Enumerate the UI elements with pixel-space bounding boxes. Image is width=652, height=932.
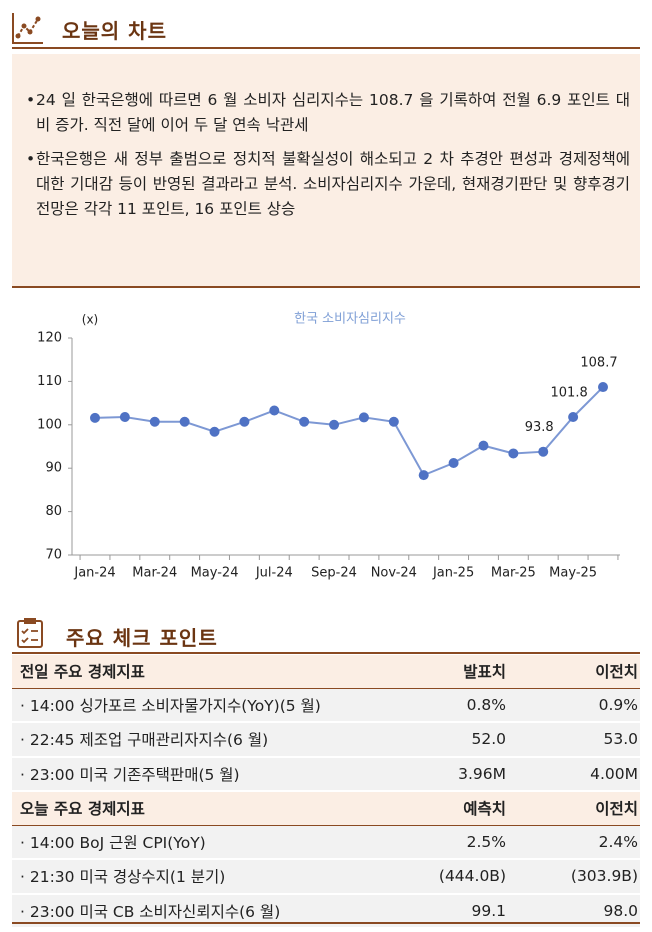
- check-icon: [17, 618, 43, 648]
- data-label: 108.7: [580, 356, 617, 371]
- y-tick-label: 70: [45, 548, 62, 563]
- table-cell: · 22:45 제조업 구매관리자지수(6 월): [12, 722, 388, 758]
- data-point: [209, 426, 220, 437]
- data-point: [269, 405, 280, 416]
- data-point: [358, 412, 369, 423]
- table-header: 오늘 주요 경제지표 예측치 이전치: [12, 790, 640, 826]
- bullet: 한국은행은 새 정부 출범으로 정치적 불확실성이 해소되고 2 차 추경안 편…: [26, 147, 630, 222]
- table-cell: 4.00M: [510, 756, 640, 792]
- table-cell: 오늘 주요 경제지표: [12, 790, 388, 826]
- data-point: [598, 382, 608, 393]
- y-tick-label: 120: [37, 331, 62, 346]
- table-cell: (444.0B): [388, 859, 510, 895]
- data-point: [119, 411, 130, 422]
- table-cell: 0.8%: [388, 688, 510, 723]
- table-header: 전일 주요 경제지표 발표치 이전치: [12, 655, 640, 689]
- table-cell: 2.5%: [388, 825, 510, 860]
- chart-title: 한국 소비자심리지수: [294, 312, 406, 327]
- data-point: [179, 416, 190, 427]
- section-title: 오늘의 차트: [62, 19, 167, 43]
- divider: [12, 652, 640, 654]
- table-cell: · 14:00 BoJ 근원 CPI(YoY): [12, 825, 388, 860]
- data-point: [568, 411, 579, 422]
- table-cell: 2.4%: [510, 825, 640, 860]
- x-tick-label: Jul-24: [255, 566, 293, 581]
- table-row: · 23:00 미국 기존주택판매(5 월) 3.96M 4.00M: [12, 756, 640, 792]
- y-tick-label: 90: [45, 461, 62, 476]
- section-title: 주요 체크 포인트: [66, 626, 218, 650]
- table-cell: · 14:00 싱가포르 소비자물가지수(YoY)(5 월): [12, 688, 388, 723]
- data-point: [329, 419, 340, 430]
- data-point: [299, 416, 310, 427]
- table-cell: 이전치: [510, 655, 640, 689]
- y-tick-label: 80: [45, 504, 62, 519]
- x-tick-label: Mar-24: [132, 566, 177, 581]
- data-point: [508, 448, 519, 459]
- x-tick-label: Jan-25: [432, 566, 474, 581]
- data-point: [388, 416, 399, 427]
- table-cell: 발표치: [388, 655, 510, 689]
- table-cell: · 23:00 미국 기존주택판매(5 월): [12, 756, 388, 792]
- table-cell: 52.0: [388, 722, 510, 758]
- chart-icon: [12, 13, 43, 44]
- y-axis-label: (x): [82, 313, 98, 327]
- x-tick-label: May-24: [191, 566, 239, 581]
- data-label: 93.8: [525, 420, 554, 435]
- table-cell: · 21:30 미국 경상수지(1 분기): [12, 859, 388, 895]
- data-point: [538, 446, 549, 457]
- y-tick-label: 110: [37, 374, 62, 389]
- table-row: · 14:00 싱가포르 소비자물가지수(YoY)(5 월) 0.8% 0.9%: [12, 688, 640, 723]
- table-row: · 22:45 제조업 구매관리자지수(6 월) 52.0 53.0: [12, 722, 640, 758]
- data-label: 101.8: [551, 385, 588, 400]
- x-tick-label: Nov-24: [371, 566, 417, 581]
- x-tick-label: Mar-25: [491, 566, 536, 581]
- table-cell: 3.96M: [388, 756, 510, 792]
- x-tick-label: Jan-24: [73, 566, 115, 581]
- data-point: [418, 470, 429, 481]
- data-point: [90, 412, 100, 423]
- table-row: · 14:00 BoJ 근원 CPI(YoY) 2.5% 2.4%: [12, 825, 640, 860]
- chart: 한국 소비자심리지수 (x) 70 80 90 100 110 120 Jan-24 Mar-…: [37, 312, 620, 581]
- table-cell: 전일 주요 경제지표: [12, 655, 388, 689]
- divider: [12, 286, 640, 288]
- x-tick-label: Sep-24: [311, 566, 357, 581]
- data-point: [239, 416, 250, 427]
- divider: [12, 47, 640, 49]
- bullet: 24 일 한국은행에 따르면 6 월 소비자 심리지수는 108.7 을 기록하…: [26, 88, 630, 138]
- y-tick-label: 100: [37, 417, 62, 432]
- data-point: [478, 440, 489, 451]
- table-cell: (303.9B): [510, 859, 640, 895]
- data-point: [448, 457, 459, 468]
- table-cell: 이전치: [510, 790, 640, 826]
- summary-box: 24 일 한국은행에 따르면 6 월 소비자 심리지수는 108.7 을 기록하…: [12, 54, 640, 286]
- data-point: [149, 416, 160, 427]
- indicator-table: 전일 주요 경제지표 발표치 이전치 · 14:00 싱가포르 소비자물가지수(YoY…: [12, 655, 640, 929]
- table-cell: 53.0: [510, 722, 640, 758]
- table-cell: 예측치: [388, 790, 510, 826]
- table-cell: 0.9%: [510, 688, 640, 723]
- divider: [12, 922, 640, 924]
- table-row: · 21:30 미국 경상수지(1 분기) (444.0B) (303.9B): [12, 859, 640, 895]
- x-tick-label: May-25: [549, 566, 597, 581]
